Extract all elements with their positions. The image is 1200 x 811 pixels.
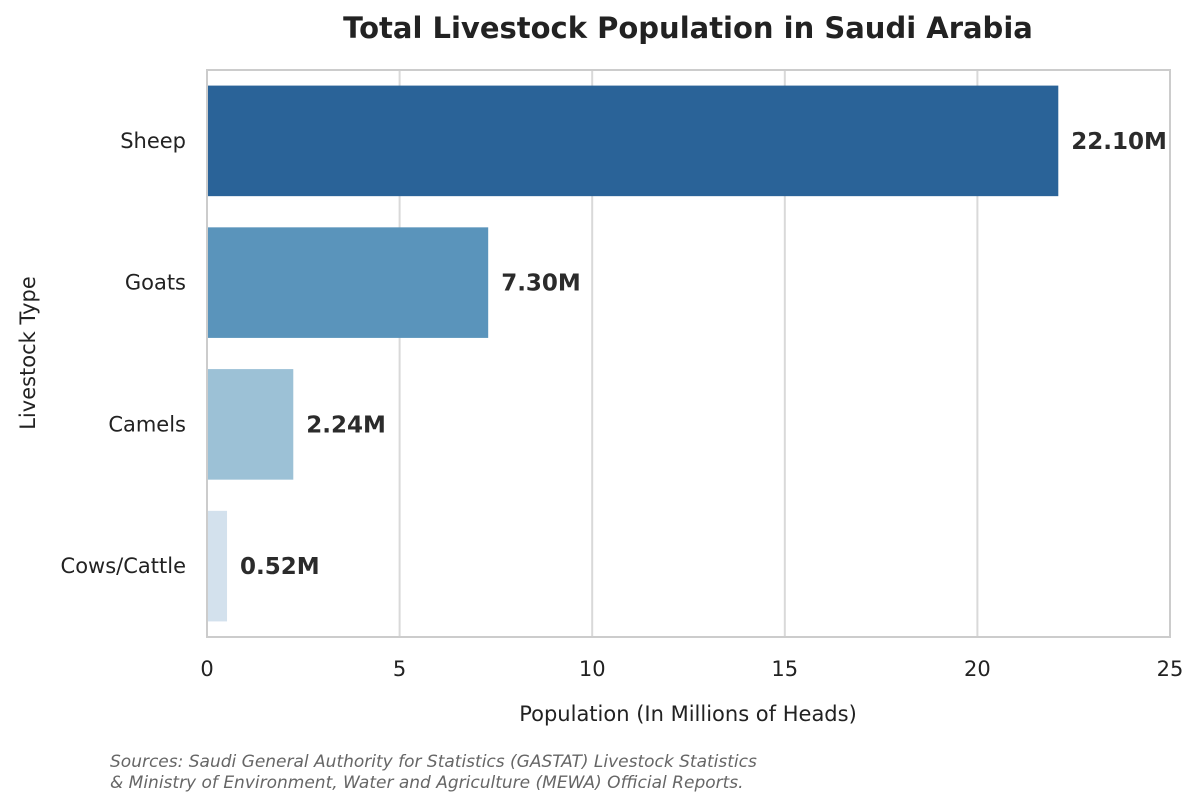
- chart-title: Total Livestock Population in Saudi Arab…: [343, 11, 1033, 45]
- x-tick-label-2: 10: [579, 657, 606, 681]
- x-tick-label-0: 0: [200, 657, 213, 681]
- x-tick-label-5: 25: [1157, 657, 1184, 681]
- x-tick-label-1: 5: [393, 657, 406, 681]
- source-note: Sources: Saudi General Authority for Sta…: [110, 752, 757, 794]
- y-tick-label-0: Sheep: [120, 129, 186, 153]
- data-label-2: 2.24M: [306, 412, 386, 438]
- bar-cows-cattle: [207, 510, 228, 622]
- data-labels: 22.10M 7.30M 2.24M 0.52M: [240, 129, 1167, 580]
- y-tick-labels: Sheep Goats Camels Cows/Cattle: [61, 129, 186, 578]
- x-tick-labels: 0 5 10 15 20 25: [200, 657, 1183, 681]
- data-label-1: 7.30M: [501, 271, 581, 297]
- bar-goats: [207, 227, 489, 338]
- x-axis-label: Population (In Millions of Heads): [519, 702, 857, 726]
- data-label-0: 22.10M: [1071, 129, 1167, 155]
- bar-sheep: [207, 85, 1059, 197]
- bars: [207, 85, 1059, 622]
- x-tick-label-3: 15: [771, 657, 798, 681]
- source-line-2: & Ministry of Environment, Water and Agr…: [110, 773, 744, 793]
- plot-frame: [206, 69, 1171, 638]
- bar-chart: Total Livestock Population in Saudi Arab…: [16, 11, 1183, 726]
- y-tick-label-3: Cows/Cattle: [61, 554, 186, 578]
- y-tick-label-1: Goats: [125, 271, 186, 295]
- data-label-3: 0.52M: [240, 554, 320, 580]
- x-tick-label-4: 20: [964, 657, 991, 681]
- bar-camels: [207, 369, 294, 480]
- source-line-1: Sources: Saudi General Authority for Sta…: [110, 752, 757, 772]
- y-axis-label: Livestock Type: [16, 276, 40, 430]
- y-tick-label-2: Camels: [108, 412, 186, 436]
